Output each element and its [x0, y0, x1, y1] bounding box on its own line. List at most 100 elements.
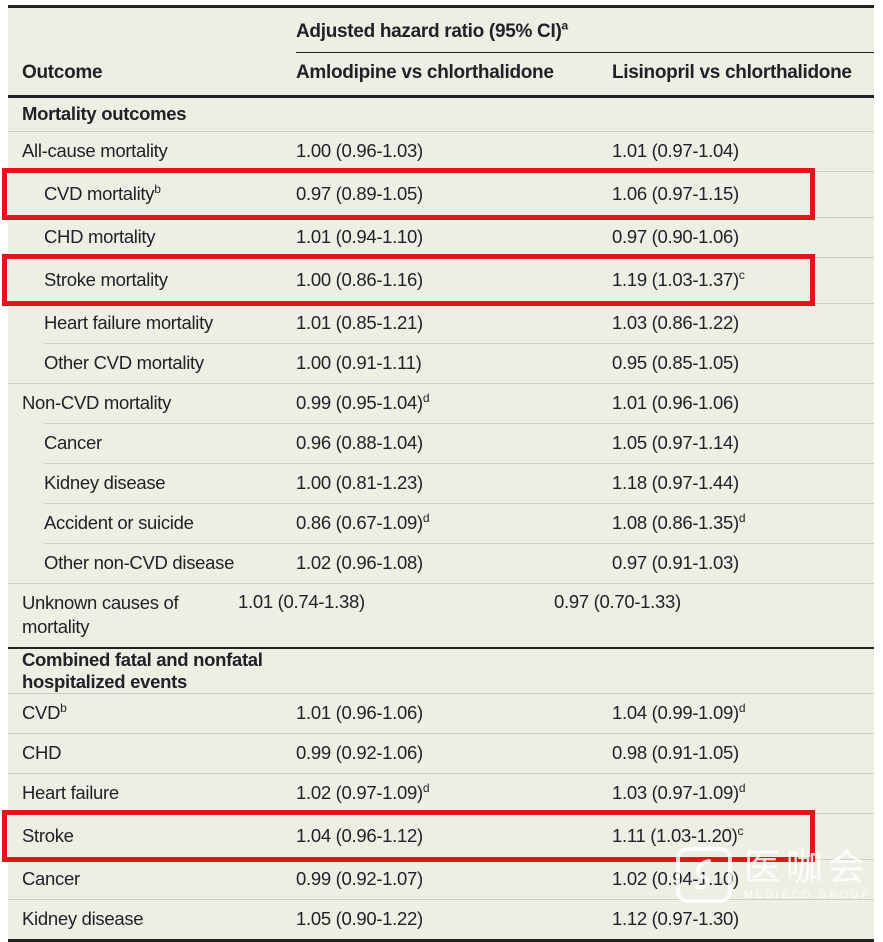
table-header: Adjusted hazard ratio (95% CI)a Outcome … — [8, 8, 874, 95]
outcome-label: Heart failure mortality — [8, 312, 296, 334]
table-row: Non-CVD mortality 0.99 (0.95-1.04)d 1.01 (… — [8, 382, 874, 423]
amlodipine-value: 0.96 (0.88-1.04) — [296, 432, 612, 454]
lisinopril-value: 1.01 (0.96-1.06) — [612, 392, 874, 414]
amlodipine-value-text: 1.00 (0.91-1.11) — [296, 351, 422, 373]
lisinopril-value-text: 1.03 (0.97-1.09) — [612, 781, 739, 803]
amlodipine-value-text: 0.99 (0.92-1.06) — [296, 741, 423, 763]
amlodipine-value-footnote-marker: d — [422, 390, 430, 405]
amlodipine-value-text: 0.97 (0.89-1.05) — [296, 182, 423, 204]
table-row: Cancer 0.99 (0.92-1.07) 1.02 (0.94-1.10) — [8, 858, 874, 899]
spanner-footnote-marker: a — [561, 18, 569, 33]
lisinopril-value-text: 0.95 (0.85-1.05) — [612, 351, 739, 373]
table-body: Mortality outcomes All-cause mortality 1.0… — [2, 97, 874, 939]
lisinopril-value-text: 1.01 (0.96-1.06) — [612, 391, 739, 413]
lisinopril-value: 0.97 (0.70-1.33) — [554, 591, 874, 613]
lisinopril-value: 0.95 (0.85-1.05) — [612, 352, 874, 374]
outcome-label: Other CVD mortality — [8, 352, 296, 374]
lisinopril-value-text: 1.12 (0.97-1.30) — [612, 907, 739, 929]
amlodipine-value: 1.02 (0.97-1.09)d — [296, 780, 612, 804]
lisinopril-value-footnote-marker: c — [737, 823, 744, 838]
amlodipine-value-footnote-marker: d — [422, 780, 430, 795]
amlodipine-value: 1.01 (0.74-1.38) — [238, 591, 554, 613]
amlodipine-value: 1.00 (0.81-1.23) — [296, 472, 612, 494]
outcome-label: Accident or suicide — [8, 512, 296, 534]
table-row: Other non-CVD disease 1.02 (0.96-1.08) 0.9… — [8, 542, 874, 583]
outcome-label: Stroke — [8, 825, 296, 847]
amlodipine-value-text: 0.96 (0.88-1.04) — [296, 431, 423, 453]
lisinopril-value: 1.06 (0.97-1.15) — [612, 183, 874, 205]
outcome-label: Heart failure — [8, 782, 296, 804]
amlodipine-value: 1.01 (0.85-1.21) — [296, 312, 612, 334]
lisinopril-value-text: 1.08 (0.86-1.35) — [612, 511, 739, 533]
table-row: Heart failure mortality 1.01 (0.85-1.21) 1… — [8, 302, 874, 343]
amlodipine-value-text: 1.05 (0.90-1.22) — [296, 907, 423, 929]
outcome-label-text: CHD mortality — [44, 225, 156, 247]
outcome-label: Combined fatal and nonfatal hospitalized… — [8, 649, 296, 693]
lisinopril-value-text: 0.97 (0.90-1.06) — [612, 225, 739, 247]
lisinopril-value: 1.04 (0.99-1.09)d — [612, 701, 874, 724]
table-row: Heart failure 1.02 (0.97-1.09)d 1.03 (0.97… — [8, 772, 874, 813]
table-row: Kidney disease 1.00 (0.81-1.23) 1.18 (0.97… — [8, 462, 874, 503]
outcome-label-text: Cancer — [22, 867, 80, 889]
outcome-label-text: Other non-CVD disease — [44, 551, 235, 573]
outcome-label-text: Mortality outcomes — [22, 103, 187, 124]
outcome-label-text: Stroke mortality — [44, 268, 168, 290]
outcome-label: Kidney disease — [8, 472, 296, 494]
lisinopril-value: 1.11 (1.03-1.20)c — [612, 823, 874, 847]
column-header-outcome: Outcome — [22, 62, 103, 83]
table-row: CVD mortalityb 0.97 (0.89-1.05) 1.06 (0.97… — [2, 167, 874, 220]
lisinopril-value-text: 1.18 (0.97-1.44) — [612, 471, 739, 493]
lisinopril-value: 1.18 (0.97-1.44) — [612, 472, 874, 494]
table-row: Accident or suicide 0.86 (0.67-1.09)d 1.08… — [8, 502, 874, 543]
outcome-label-text: Unknown causes of mortality — [22, 591, 179, 638]
outcome-label: Non-CVD mortality — [8, 392, 296, 414]
lisinopril-value-text: 0.97 (0.70-1.33) — [554, 590, 681, 612]
table-row: CHD mortality 1.01 (0.94-1.10) 0.97 (0.90-… — [8, 216, 874, 257]
amlodipine-value: 0.97 (0.89-1.05) — [296, 183, 612, 205]
amlodipine-value: 0.99 (0.92-1.07) — [296, 868, 612, 890]
amlodipine-value-text: 0.99 (0.95-1.04) — [296, 391, 423, 413]
amlodipine-value: 0.99 (0.92-1.06) — [296, 742, 612, 764]
lisinopril-value: 0.98 (0.91-1.05) — [612, 742, 874, 764]
outcome-label-text: Other CVD mortality — [44, 351, 204, 373]
outcome-label-text: Kidney disease — [44, 471, 166, 493]
spanner-spacer — [8, 8, 296, 53]
amlodipine-value-text: 1.00 (0.86-1.16) — [296, 268, 423, 290]
outcome-label-text: Kidney disease — [22, 907, 144, 929]
amlodipine-value-text: 1.01 (0.74-1.38) — [238, 590, 365, 612]
header-bottom-rule — [8, 95, 874, 98]
lisinopril-value-footnote-marker: d — [738, 780, 746, 795]
table-row: Unknown causes of mortality 1.01 (0.74-1.… — [8, 582, 874, 647]
section-header-row: Mortality outcomes — [8, 98, 874, 131]
column-header-amlodipine: Amlodipine vs chlorthalidone — [296, 62, 554, 83]
table-row: Other CVD mortality 1.00 (0.91-1.11) 0.95 … — [8, 342, 874, 383]
amlodipine-value: 1.00 (0.91-1.11) — [296, 352, 612, 374]
outcome-label-text: Accident or suicide — [44, 511, 194, 533]
outcome-label-text: All-cause mortality — [22, 139, 168, 161]
lisinopril-value-footnote-marker: d — [738, 510, 746, 525]
amlodipine-value: 1.00 (0.96-1.03) — [296, 140, 612, 162]
amlodipine-value-text: 0.99 (0.92-1.07) — [296, 867, 423, 889]
outcome-label: Stroke mortality — [8, 269, 296, 291]
column-header-lisinopril: Lisinopril vs chlorthalidone — [612, 62, 852, 83]
outcome-label-text: Combined fatal and nonfatal hospitalized… — [22, 648, 263, 692]
lisinopril-value-text: 1.19 (1.03-1.37) — [612, 268, 739, 290]
amlodipine-value: 1.02 (0.96-1.08) — [296, 552, 612, 574]
amlodipine-value: 1.01 (0.94-1.10) — [296, 226, 612, 248]
spanner-header: Adjusted hazard ratio (95% CI)a — [296, 8, 874, 53]
outcome-label-text: Non-CVD mortality — [22, 391, 172, 413]
amlodipine-value: 1.00 (0.86-1.16) — [296, 269, 612, 291]
lisinopril-value-text: 1.06 (0.97-1.15) — [612, 182, 739, 204]
outcome-label: CVD mortalityb — [8, 182, 296, 205]
outcome-label: Cancer — [8, 868, 296, 890]
lisinopril-value-text: 1.05 (0.97-1.14) — [612, 431, 739, 453]
outcome-label-footnote-marker: b — [60, 700, 67, 715]
amlodipine-value: 0.99 (0.95-1.04)d — [296, 390, 612, 414]
lisinopril-value-text: 1.11 (1.03-1.20) — [612, 824, 738, 846]
table-row: CHD 0.99 (0.92-1.06) 0.98 (0.91-1.05) — [8, 732, 874, 773]
amlodipine-value-text: 1.01 (0.85-1.21) — [296, 311, 423, 333]
lisinopril-value: 0.97 (0.90-1.06) — [612, 226, 874, 248]
spanner-row: Adjusted hazard ratio (95% CI)a — [8, 8, 874, 53]
lisinopril-value-text: 0.98 (0.91-1.05) — [612, 741, 739, 763]
lisinopril-value-text: 0.97 (0.91-1.03) — [612, 551, 739, 573]
